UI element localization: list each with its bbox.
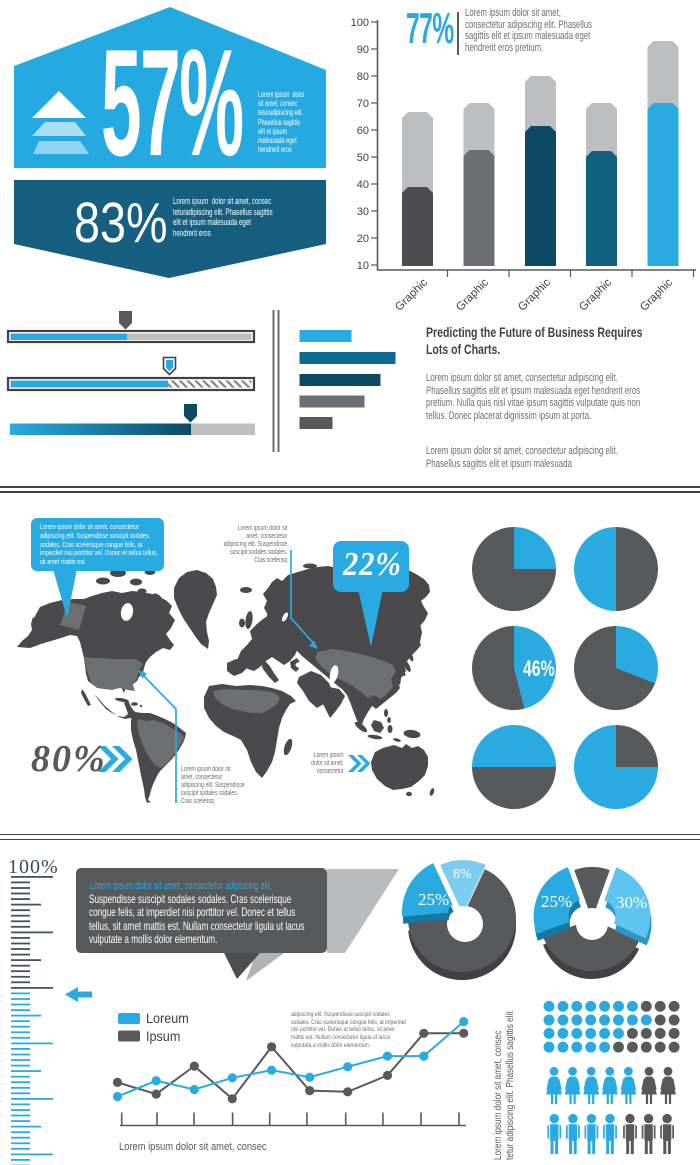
svg-text:90: 90: [357, 44, 369, 56]
svg-text:100: 100: [351, 17, 369, 29]
svg-text:60: 60: [357, 125, 369, 137]
svg-text:Graphic: Graphic: [516, 276, 553, 310]
svg-text:30: 30: [357, 206, 369, 218]
svg-text:20: 20: [357, 233, 369, 245]
svg-text:Graphic: Graphic: [638, 276, 675, 310]
svg-text:70: 70: [357, 98, 369, 110]
svg-text:80: 80: [357, 71, 369, 83]
svg-text:Graphic: Graphic: [577, 276, 614, 310]
svg-text:10: 10: [357, 260, 369, 272]
svg-text:50: 50: [357, 152, 369, 164]
svg-text:40: 40: [357, 179, 369, 191]
